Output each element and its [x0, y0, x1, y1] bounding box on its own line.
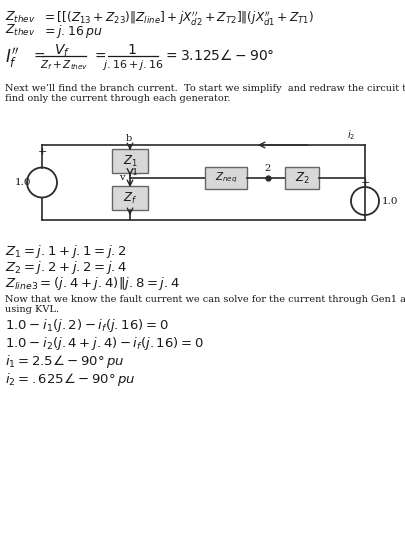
FancyBboxPatch shape — [285, 167, 319, 189]
Text: $1.0-i_2(j.4+j.4)-i_f(j.16)=0$: $1.0-i_2(j.4+j.4)-i_f(j.16)=0$ — [5, 335, 204, 352]
FancyBboxPatch shape — [205, 167, 247, 189]
Text: $Z_{neq}$: $Z_{neq}$ — [215, 171, 237, 185]
Text: 1.0: 1.0 — [382, 197, 399, 206]
Text: $V_f$: $V_f$ — [54, 43, 70, 59]
Text: $Z_2$: $Z_2$ — [294, 170, 309, 185]
Text: $Z_{line3}=(j.4+j.4)\|j.8=j.4$: $Z_{line3}=(j.4+j.4)\|j.8=j.4$ — [5, 275, 180, 292]
Text: $1.0-i_1(j.2)-i_f(j.16)=0$: $1.0-i_1(j.2)-i_f(j.16)=0$ — [5, 317, 168, 334]
Text: $i_1=2.5\angle-90°\,pu$: $i_1=2.5\angle-90°\,pu$ — [5, 353, 124, 370]
Text: $1$: $1$ — [127, 43, 137, 57]
FancyBboxPatch shape — [112, 149, 148, 173]
Text: $Z_f$: $Z_f$ — [123, 191, 137, 206]
Text: +: + — [361, 178, 371, 188]
Text: $j.16+j.16$: $j.16+j.16$ — [102, 58, 164, 72]
Text: Next we’ll find the branch current.  To start we simplify  and redraw the circui: Next we’ll find the branch current. To s… — [5, 84, 405, 93]
Text: $Z_{thev}$: $Z_{thev}$ — [5, 10, 36, 25]
Text: b: b — [126, 134, 132, 143]
Text: $Z_2=j.2+j.2=j.4$: $Z_2=j.2+j.2=j.4$ — [5, 259, 127, 276]
Text: 2: 2 — [264, 164, 270, 173]
Text: $i_2=.625\angle-90°\,pu$: $i_2=.625\angle-90°\,pu$ — [5, 371, 135, 388]
Text: Now that we know the fault current we can solve for the current through Gen1 and: Now that we know the fault current we ca… — [5, 295, 405, 304]
Text: v: v — [119, 173, 124, 182]
Text: $Z_1=j.1+j.1=j.2$: $Z_1=j.1+j.1=j.2$ — [5, 243, 127, 260]
Text: $=[[(Z_{13}+Z_{23})\|Z_{line}]+jX^{\prime\prime}_{d2}+Z_{T2}]\|(jX^{\prime\prime: $=[[(Z_{13}+Z_{23})\|Z_{line}]+jX^{\prim… — [42, 10, 314, 28]
Text: $=$: $=$ — [31, 48, 46, 62]
Text: $Z_{thev}$: $Z_{thev}$ — [5, 23, 36, 38]
Text: +: + — [38, 147, 47, 157]
Text: $=3.125\angle-90°$: $=3.125\angle-90°$ — [163, 48, 275, 63]
FancyBboxPatch shape — [112, 186, 148, 210]
Text: $=j.16\,pu$: $=j.16\,pu$ — [42, 23, 102, 40]
Text: $Z_f+Z_{thev}$: $Z_f+Z_{thev}$ — [40, 58, 88, 72]
Text: using KVL.: using KVL. — [5, 305, 59, 314]
Text: find only the current through each generator.: find only the current through each gener… — [5, 94, 230, 103]
Text: 1.0: 1.0 — [15, 178, 32, 187]
Text: $I^{\prime\prime}_f$: $I^{\prime\prime}_f$ — [5, 46, 19, 70]
Text: $=$: $=$ — [92, 48, 107, 62]
Text: $Z_1$: $Z_1$ — [123, 153, 137, 169]
Text: $i_2$: $i_2$ — [347, 128, 355, 142]
Text: 1: 1 — [132, 168, 138, 177]
